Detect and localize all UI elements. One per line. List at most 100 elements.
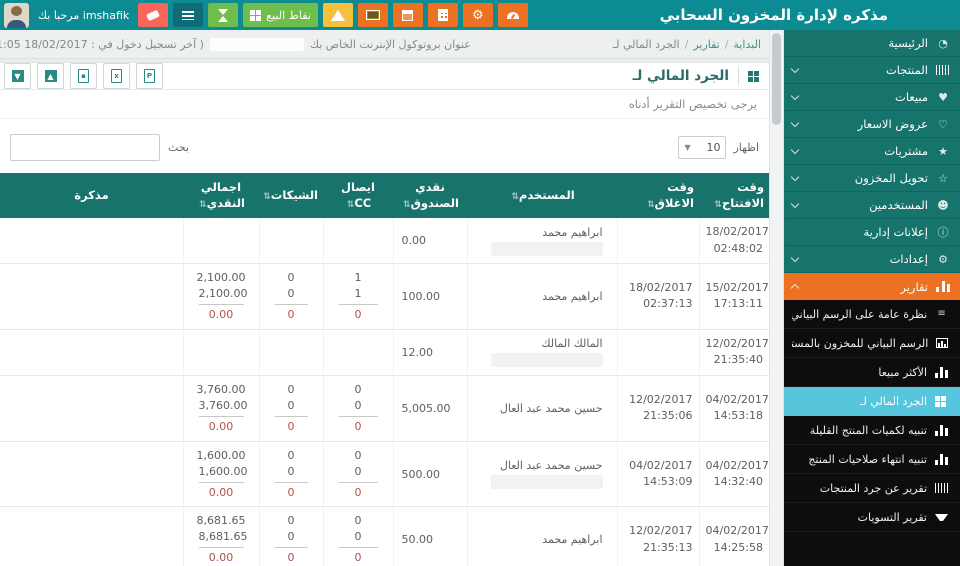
sidebar-subitem[interactable]: تنبيه انتهاء صلاحيات المنتج bbox=[784, 445, 960, 474]
info-bar: البداية / تقارير / الجرد المالي لـ عنوان برو… bbox=[0, 30, 769, 59]
sidebar-item[interactable]: المنتجات bbox=[784, 57, 960, 84]
caret-down-icon: ▼ bbox=[11, 70, 24, 82]
sort-icon[interactable]: ⇅ bbox=[647, 199, 655, 210]
table-cell: 18/02/2017 02:37:13 bbox=[616, 263, 699, 330]
calculator-button[interactable] bbox=[427, 3, 458, 27]
calendar-button[interactable] bbox=[392, 3, 423, 27]
sidebar-subitem[interactable]: الجرد المالي لـ bbox=[784, 387, 960, 416]
sidebar-subitem-label: نظرة عامة على الرسم البياني bbox=[792, 307, 928, 321]
sidebar-subitem[interactable]: تنبيه لكميات المنتج القليلة bbox=[784, 416, 960, 445]
user-name: ابراهيم محمد bbox=[542, 289, 603, 303]
sidebar-item[interactable]: ♥ مبيعات bbox=[784, 84, 960, 111]
table-row[interactable]: 04/02/2017 14:32:40 04/02/2017 14:53:09 حسين… bbox=[0, 441, 769, 508]
scrollbar-track[interactable] bbox=[769, 30, 784, 566]
column-header[interactable]: ايصال CC⇅ bbox=[323, 173, 393, 219]
eraser-button[interactable] bbox=[138, 3, 169, 27]
table-row[interactable]: 04/02/2017 14:53:18 12/02/2017 21:35:06 حسين… bbox=[0, 375, 769, 442]
column-header[interactable]: وقت الاغلاق⇅ bbox=[617, 173, 699, 219]
sidebar-subitem[interactable]: الأكثر مبيعا bbox=[784, 358, 960, 387]
breadcrumb-item[interactable]: البداية bbox=[733, 37, 761, 51]
export-collapse-button[interactable]: ▼ bbox=[4, 63, 31, 89]
table-cell: 100.00 bbox=[392, 263, 467, 330]
sidebar-subitem-label: تنبيه لكميات المنتج القليلة bbox=[809, 423, 927, 437]
sidebar-item[interactable]: ♡ عروض الاسعار bbox=[784, 111, 960, 138]
sidebar-item[interactable]: ☻ المستخدمين bbox=[784, 192, 960, 219]
cell-value: 8,681.65 bbox=[198, 529, 247, 549]
cell-value: 12/02/2017 bbox=[629, 524, 693, 538]
cell-value: 0 bbox=[354, 485, 362, 499]
column-header[interactable]: اجمالي النقدي⇅ bbox=[183, 173, 259, 219]
sidebar-item[interactable]: ★ مشتريات bbox=[784, 138, 960, 165]
sidebar-item[interactable]: ☆ تحويل المخزون bbox=[784, 165, 960, 192]
dashboard-button[interactable] bbox=[497, 3, 528, 27]
menu-button[interactable] bbox=[173, 3, 204, 27]
cell-value: 12/02/2017 bbox=[629, 392, 693, 406]
sort-icon[interactable]: ⇅ bbox=[511, 191, 519, 202]
cogs-button[interactable]: ⚙ bbox=[462, 3, 493, 27]
memo-cell bbox=[0, 263, 183, 330]
sidebar-subitem[interactable]: الرسم البياني للمخزون بالمستودع bbox=[784, 329, 960, 358]
sidebar-item[interactable]: ⓘ إعلانات إدارية bbox=[784, 219, 960, 246]
panel-header: الجرد المالي لـ ▼ ▲ ▪ x P bbox=[0, 63, 769, 90]
export-expand-button[interactable]: ▲ bbox=[37, 63, 64, 89]
table-cell: 8,681.65 8,681.65 0.00 bbox=[182, 506, 259, 566]
sidebar-subitem[interactable]: تقرير التسويات bbox=[784, 503, 960, 532]
cell-value: 17:13:11 bbox=[713, 297, 763, 311]
sidebar-subitem[interactable]: تقرير عن جرد المنتجات bbox=[784, 474, 960, 503]
column-header[interactable]: نقدي الصندوق⇅ bbox=[393, 173, 467, 219]
sort-icon[interactable]: ⇅ bbox=[263, 191, 271, 202]
table-row[interactable]: 04/02/2017 14:25:58 12/02/2017 21:35:13 ابرا… bbox=[0, 506, 769, 566]
user-cell: المالك المالك bbox=[466, 329, 617, 376]
search-input[interactable] bbox=[10, 134, 160, 161]
hourglass-button[interactable] bbox=[208, 3, 239, 27]
breadcrumb-item[interactable]: تقارير bbox=[693, 37, 720, 51]
scrollbar-thumb[interactable] bbox=[772, 33, 781, 125]
pos-button[interactable]: نقاط البيع bbox=[243, 3, 318, 27]
sidebar-item[interactable]: ◔ الرئيسية bbox=[784, 30, 960, 57]
table-cell bbox=[322, 218, 393, 265]
sort-icon[interactable]: ⇅ bbox=[403, 199, 411, 210]
grid-icon bbox=[935, 396, 948, 407]
sidebar-item[interactable]: تقارير bbox=[784, 273, 960, 300]
export-excel-button[interactable]: x bbox=[103, 63, 130, 89]
sort-icon[interactable]: ⇅ bbox=[346, 199, 355, 210]
sidebar-item[interactable]: ⚙ إعدادات bbox=[784, 246, 960, 273]
column-header[interactable]: وقت الافتتاح⇅ bbox=[699, 173, 769, 219]
memo-cell bbox=[0, 329, 183, 376]
column-header[interactable]: مذكرة bbox=[0, 173, 183, 219]
topbar-buttons: نقاط البيع ⚙ bbox=[138, 3, 528, 27]
cell-value: 12/02/2017 bbox=[705, 336, 769, 350]
table-row[interactable]: 12/02/2017 21:35:40 المالك المالك 12.00 bbox=[0, 329, 769, 376]
column-header[interactable]: الشيكات⇅ bbox=[259, 173, 323, 219]
bar-chart-icon bbox=[936, 281, 950, 292]
screen-button[interactable] bbox=[357, 3, 388, 27]
cell-value: 1 bbox=[354, 271, 362, 285]
sidebar-item-label: المستخدمين bbox=[869, 198, 928, 212]
sidebar-item-label: مبيعات bbox=[895, 90, 928, 104]
table-cell: 12.00 bbox=[392, 329, 467, 376]
main-content: البداية / تقارير / الجرد المالي لـ عنوان برو… bbox=[0, 30, 769, 566]
sidebar-item-label: مشتريات bbox=[884, 144, 928, 158]
alerts-button[interactable] bbox=[322, 3, 353, 27]
export-pdf-button[interactable]: P bbox=[136, 63, 163, 89]
cell-value: 0 bbox=[287, 485, 295, 499]
calculator-icon bbox=[437, 9, 448, 21]
sort-icon[interactable]: ⇅ bbox=[714, 199, 722, 210]
export-image-button[interactable]: ▪ bbox=[70, 63, 97, 89]
page-size-select[interactable]: ▼ 10 bbox=[678, 136, 727, 159]
column-header[interactable]: المستخدم⇅ bbox=[467, 173, 617, 219]
table-row[interactable]: 18/02/2017 02:48:02 ابراهيم محمد 0.00 bbox=[0, 218, 769, 265]
user-avatar[interactable] bbox=[4, 2, 29, 28]
table-cell: 2,100.00 2,100.00 0.00 bbox=[182, 263, 259, 330]
cell-value: 0 bbox=[338, 529, 378, 549]
sidebar-subitem[interactable]: ≡ نظرة عامة على الرسم البياني bbox=[784, 300, 960, 329]
sort-icon[interactable]: ⇅ bbox=[199, 199, 207, 210]
table-row[interactable]: 15/02/2017 17:13:11 18/02/2017 02:37:13 ابرا… bbox=[0, 263, 769, 330]
table-cell: 5,005.00 bbox=[392, 375, 467, 442]
sidebar-item-label: المنتجات bbox=[885, 63, 928, 77]
sidebar-subitem-label: الأكثر مبيعا bbox=[878, 365, 927, 379]
